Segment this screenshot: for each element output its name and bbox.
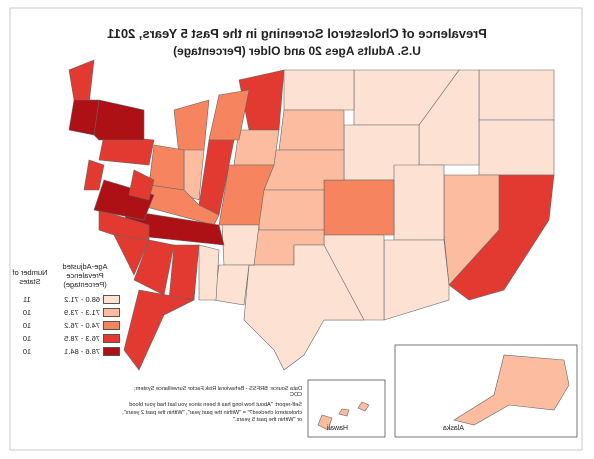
state [83, 159, 105, 191]
legend-swatch [103, 321, 120, 330]
state [317, 414, 333, 431]
state [168, 244, 200, 301]
state [213, 264, 254, 306]
survey-note: Self-report: "About how long has it been… [122, 402, 302, 423]
state [383, 239, 450, 321]
legend-count: 10 [22, 346, 32, 356]
legend-label: 78.6 - 84.1 [64, 346, 100, 356]
state [173, 99, 210, 156]
state [68, 99, 100, 136]
legend-label: 74.0 - 76.2 [64, 320, 100, 330]
states [68, 59, 570, 431]
state [233, 129, 280, 166]
state [323, 179, 395, 236]
state [221, 224, 260, 266]
state [133, 239, 175, 296]
state [123, 289, 195, 371]
state [478, 119, 555, 176]
hawaii-label: Hawaii [326, 425, 348, 432]
state [128, 169, 155, 201]
source-note: Data Source: BRFSS - Behavioral Risk Fac… [134, 386, 302, 398]
hawaii-inset [307, 379, 386, 438]
state [357, 401, 370, 412]
legend-label: 68.0 - 71.2 [64, 294, 100, 304]
state [258, 189, 325, 231]
legend-label: 71.3 - 73.9 [64, 307, 100, 317]
legend-count: 10 [22, 307, 32, 317]
state [393, 164, 445, 241]
state [278, 109, 345, 151]
state [68, 59, 95, 106]
map-title: Prevalence of Cholesterol Screening in t… [107, 26, 487, 41]
legend-count: 10 [22, 333, 32, 343]
state [198, 244, 220, 301]
legend-swatch [103, 347, 120, 356]
state [453, 354, 570, 426]
alaska-label: Alaska [442, 425, 464, 432]
state [243, 244, 365, 371]
legend-swatch [103, 308, 120, 317]
legend-header: Age-Adjusted Prevalence (Percentage) [62, 262, 108, 289]
map-subtitle: U.S. Adults Ages 20 and Older (Percentag… [173, 44, 421, 58]
legend-swatch [103, 334, 120, 343]
frame [9, 7, 583, 451]
state [283, 69, 355, 111]
legend-swatch [103, 295, 120, 304]
state [93, 179, 155, 221]
legend-count: 10 [22, 320, 32, 330]
state [478, 69, 555, 121]
legend-count: 11 [23, 294, 31, 304]
state [148, 144, 185, 191]
alaska-inset [394, 344, 578, 438]
legend-count-header: Number of States [12, 268, 48, 286]
legend-label: 76.3 - 78.5 [64, 333, 100, 343]
state [338, 408, 350, 417]
